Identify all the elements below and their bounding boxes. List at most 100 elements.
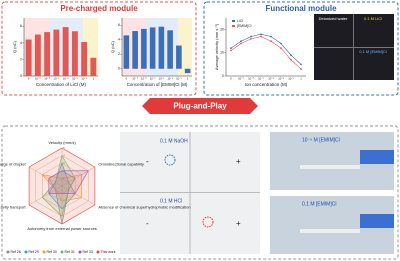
y-axis-label: Average velocity (mm s⁻¹) <box>214 23 219 70</box>
y-tick-label: 0 <box>222 74 224 78</box>
point <box>250 37 252 40</box>
legend-label: Ref 30 <box>47 250 57 254</box>
x-tick-label: 10⁻⁵ <box>44 77 50 81</box>
legend-label: [EMIM]Cl <box>237 24 252 28</box>
x-tick-label: 0 <box>230 77 232 81</box>
x-tick-label: 10⁻³ <box>63 77 69 81</box>
y-axis-label: Q (nC) <box>12 40 17 53</box>
axis-label: Omnidirectional capability <box>98 162 144 167</box>
legend-swatch <box>232 20 235 22</box>
y-tick-label: 4 <box>118 38 120 42</box>
axis-label: Tunable charge of droplet <box>0 162 27 167</box>
x-tick-label: 10⁻¹ <box>81 77 87 81</box>
bar <box>81 42 88 76</box>
glove <box>360 214 394 228</box>
axis-label: Autonomy from external power sources <box>27 226 97 231</box>
r-tick-label: 3 <box>63 161 65 165</box>
x-tick-label: 10⁻⁴ <box>258 77 265 81</box>
glove <box>360 150 394 164</box>
bar <box>90 57 97 76</box>
point <box>300 63 302 66</box>
x-tick-label: 1 <box>187 77 189 81</box>
photo-label: 0.1 M LiCl <box>364 16 382 21</box>
line <box>230 33 302 65</box>
legend-swatch <box>42 250 46 254</box>
legend-swatch <box>232 25 235 27</box>
x-axis-label: Ion concentration (M) <box>245 82 288 87</box>
point <box>270 35 272 38</box>
bar <box>158 26 165 69</box>
point <box>230 47 232 50</box>
axis-label: Antigravity transport <box>0 205 27 210</box>
legend-swatch <box>6 250 10 254</box>
x-tick-label: 10⁻³ <box>268 77 274 81</box>
y-tick-label: 4 <box>20 41 22 45</box>
legend-label: LiCl <box>237 19 243 23</box>
x-tick-label: 0 <box>126 77 128 81</box>
bar <box>141 28 147 69</box>
point <box>260 35 262 38</box>
y-tick-label: 2 <box>118 52 120 56</box>
radar-area <box>41 174 83 202</box>
y-tick-label: 0 <box>118 67 120 71</box>
legend-swatch <box>78 250 82 254</box>
photo-label: 0.1 M [EMIM]Cl <box>302 201 336 207</box>
x-tick-label: 10⁻⁴ <box>150 77 157 81</box>
point <box>290 58 292 61</box>
axis <box>61 185 96 206</box>
legend-swatch <box>24 250 28 254</box>
sign: - <box>146 219 149 228</box>
bar <box>149 27 156 69</box>
bar <box>184 68 191 74</box>
y-tick-label: 6 <box>118 23 120 27</box>
r-tick-label: 4 <box>63 153 65 157</box>
x-axis-label: Concentration of [EMIM]Cl (M) <box>127 82 188 87</box>
photo-label: Deionized water <box>319 16 348 21</box>
point <box>300 68 302 70</box>
point <box>280 47 282 50</box>
legend-label: Ref 31 <box>65 250 75 254</box>
y-tick-label: 0 <box>20 74 22 78</box>
legend-label: Ref 29 <box>29 250 39 254</box>
r-tick-label: 5 <box>63 146 65 150</box>
banner-text: Plug-and-Play <box>173 102 227 111</box>
bar <box>71 31 78 77</box>
y-tick-label: 6 <box>20 24 22 28</box>
axis-label: Absence of chemical superhydrophobic mod… <box>98 205 190 210</box>
bar <box>132 31 138 69</box>
x-tick-label: 10⁻² <box>278 77 284 81</box>
bar <box>44 32 51 76</box>
bar <box>123 35 130 69</box>
legend-label: This work <box>101 250 116 254</box>
photo-label: 0.1 M [EMIM]Cl <box>359 49 387 54</box>
x-tick-label: 10⁻¹ <box>176 77 182 81</box>
sign: - <box>146 157 149 166</box>
photo-label: 0.1 M HCl <box>160 198 182 204</box>
x-tick-label: 1 <box>93 77 95 81</box>
sign: + <box>236 157 241 166</box>
bar <box>25 39 32 76</box>
stage <box>300 229 360 233</box>
x-tick-label: 0 <box>28 77 30 81</box>
photo-label: 0.1 M NaOH <box>160 138 188 144</box>
droplet <box>202 216 214 228</box>
axis-label: Velocity (mm/s) <box>48 140 76 145</box>
banner <box>142 98 258 114</box>
x-tick-label: 10⁻⁶ <box>238 77 244 81</box>
y-tick-label: 2 <box>20 57 22 61</box>
axis <box>28 185 63 206</box>
bar <box>62 27 69 76</box>
x-tick-label: 1 <box>300 77 302 81</box>
x-tick-label: 10⁻¹ <box>288 77 294 81</box>
point <box>280 42 282 45</box>
x-tick-label: 10⁻⁵ <box>141 77 147 81</box>
point <box>270 40 272 43</box>
y-tick-label: 20 <box>220 28 224 32</box>
line <box>230 36 302 70</box>
x-tick-label: 10⁻⁶ <box>132 77 138 81</box>
x-tick-label: 10⁻⁶ <box>35 77 41 81</box>
radar-area <box>48 170 89 194</box>
left-title: Pre-charged module <box>60 4 138 13</box>
photo-label: 10⁻⁶ M [EMIM]Cl <box>302 137 340 143</box>
x-tick-label: 10⁻⁵ <box>248 77 254 81</box>
